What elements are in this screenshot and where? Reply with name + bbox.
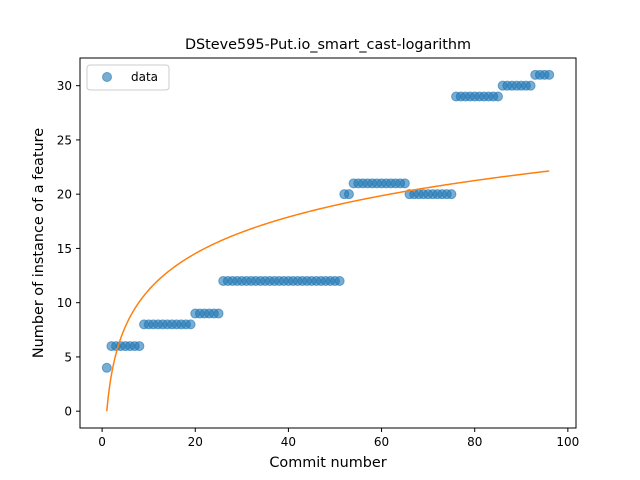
plot-frame — [79, 57, 577, 429]
x-axis-label: Commit number — [269, 455, 386, 471]
x-tick-label: 20 — [188, 435, 203, 449]
x-tick-label: 40 — [281, 435, 296, 449]
y-tick-label: 30 — [57, 79, 72, 93]
data-point — [101, 362, 112, 373]
data-point — [343, 189, 354, 200]
x-axis: 0 20 40 60 80 100 — [98, 428, 579, 449]
data-point — [213, 308, 224, 319]
x-tick-label: 100 — [556, 435, 579, 449]
y-tick-label: 25 — [57, 133, 72, 147]
data-point — [185, 319, 196, 330]
y-tick-label: 20 — [57, 188, 72, 202]
legend-box — [86, 64, 170, 91]
data-point — [399, 178, 410, 189]
legend-data-marker — [102, 72, 112, 82]
data-point — [492, 91, 503, 102]
data-point — [525, 80, 536, 91]
data-point — [334, 275, 345, 286]
fit-line — [106, 170, 550, 412]
y-axis: 0 5 10 15 20 25 30 — [57, 79, 80, 419]
data-point — [134, 341, 145, 352]
chart-title: DSteve595-Put.io_smart_cast-logarithm — [185, 37, 471, 53]
plot-area — [101, 69, 555, 412]
y-axis-label: Number of instance of a feature — [31, 128, 47, 358]
y-tick-label: 5 — [64, 350, 72, 364]
legend-data-label: data — [131, 70, 158, 84]
y-tick-label: 15 — [57, 242, 72, 256]
x-tick-label: 80 — [467, 435, 482, 449]
x-tick-label: 0 — [98, 435, 106, 449]
legend: data — [86, 64, 170, 91]
y-tick-label: 10 — [57, 296, 72, 310]
x-tick-label: 60 — [374, 435, 389, 449]
data-point — [544, 69, 555, 80]
data-point — [446, 189, 457, 200]
y-tick-label: 0 — [64, 405, 72, 419]
